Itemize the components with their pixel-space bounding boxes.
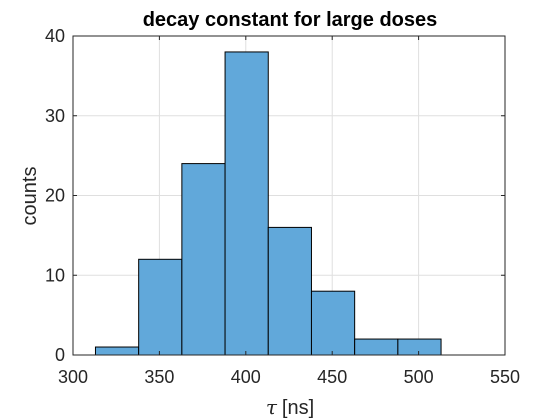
chart-title: decay constant for large doses — [143, 9, 438, 31]
histogram-bar — [224, 51, 269, 356]
y-axis-label: counts — [19, 167, 41, 226]
x-tick-label: 350 — [144, 367, 174, 387]
histogram-bar — [94, 346, 140, 356]
histogram-bars — [94, 51, 442, 356]
x-axis-label-symbol: τ — [266, 395, 278, 419]
axes — [72, 35, 506, 356]
histogram-bar — [397, 338, 442, 356]
y-tick-label: 30 — [45, 106, 65, 126]
histogram-bar — [310, 290, 356, 356]
y-tick-label: 40 — [45, 26, 65, 46]
y-tick-label: 20 — [45, 186, 65, 206]
x-tick-label: 300 — [58, 367, 88, 387]
histogram-bar — [354, 338, 399, 356]
y-tick-label: 0 — [55, 345, 65, 365]
histogram-bar — [181, 163, 226, 356]
y-tick-label: 10 — [45, 265, 65, 285]
x-tick-label: 400 — [231, 367, 261, 387]
x-tick-label: 550 — [490, 367, 520, 387]
histogram-bar — [138, 258, 183, 356]
x-axis-label: τ [ns] — [266, 395, 314, 419]
x-axis-label-unit: [ns] — [282, 397, 314, 419]
histogram-bar — [267, 226, 312, 356]
x-tick-label: 500 — [404, 367, 434, 387]
x-tick-label: 450 — [317, 367, 347, 387]
x-tick-labels: 300 350 400 450 500 550 — [58, 367, 520, 387]
y-tick-labels: 0 10 20 30 40 — [45, 26, 65, 365]
